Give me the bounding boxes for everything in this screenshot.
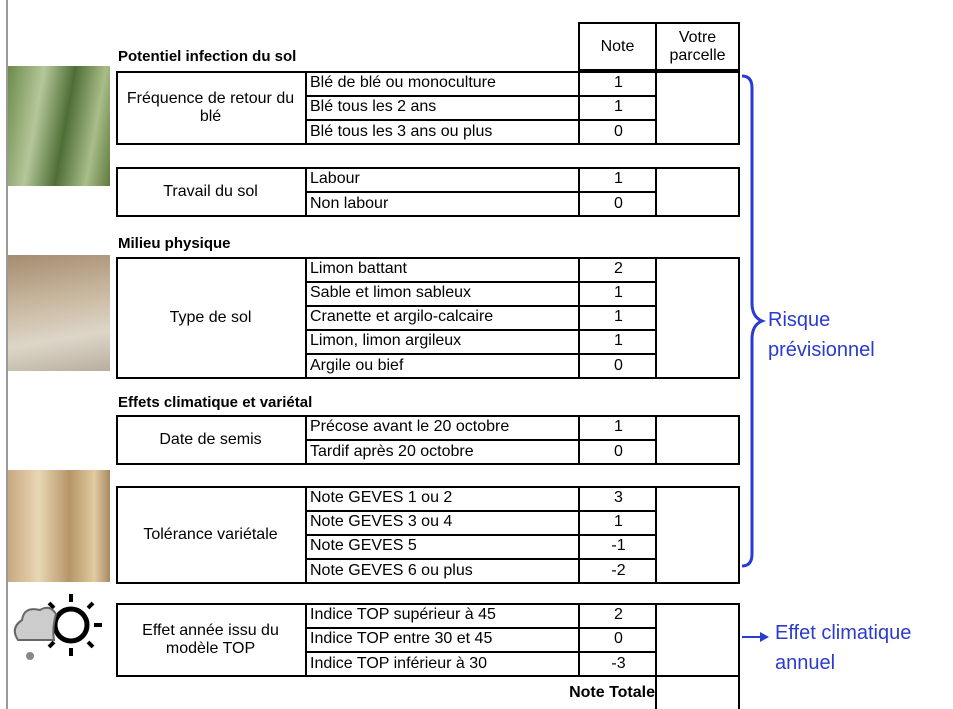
row-note: 0	[578, 439, 657, 465]
row-label: Note GEVES 5	[307, 534, 578, 560]
note-header: Note	[600, 37, 635, 55]
row-label: Note GEVES 6 ou plus	[310, 562, 473, 579]
section-title: Milieu physique	[118, 235, 231, 252]
group-box	[116, 486, 740, 584]
section-title: Effets climatique et variétal	[118, 394, 313, 411]
group-label: Type de sol	[116, 257, 307, 379]
group-box	[116, 603, 740, 677]
row-label: Indice TOP supérieur à 45	[307, 603, 578, 629]
risk-label: Risque prévisionnel	[768, 309, 875, 361]
row-label: Limon, limon argileux	[307, 329, 578, 355]
row-note: 0	[578, 353, 657, 379]
row-label: Blé de blé ou monoculture	[307, 71, 578, 97]
group-label: Tolérance variétale	[116, 486, 307, 584]
row-label: Labour	[307, 167, 578, 193]
votre-cell	[655, 71, 657, 145]
group-box	[116, 415, 740, 465]
group-label: Effet année issu du modèle TOP	[116, 603, 307, 677]
row-note: -3	[578, 651, 657, 677]
row-note: 2	[578, 257, 657, 283]
row-note: 0	[578, 191, 657, 217]
grass-photo	[8, 66, 110, 186]
votre-header-box	[655, 22, 740, 71]
row-note: 0	[578, 119, 657, 145]
row-label: Tardif après 20 octobre	[310, 443, 474, 460]
total-label: Note Totale	[569, 684, 655, 701]
row-note: 1	[578, 329, 657, 355]
row-label: Précose avant le 20 octobre	[307, 415, 578, 441]
row-label: Cranette et argilo-calcaire	[307, 305, 578, 331]
group-label: Fréquence de retour du blé	[116, 71, 307, 145]
row-note: 1	[578, 510, 657, 536]
row-label: Note GEVES 1 ou 2	[307, 486, 578, 512]
section-title: Potentiel infection du sol	[118, 48, 297, 65]
row-label: Indice TOP entre 30 et 45	[307, 627, 578, 653]
left-rule	[6, 0, 8, 709]
row-note: 1	[578, 71, 657, 97]
brace-arrow	[741, 74, 769, 642]
votre-cell	[655, 603, 657, 677]
row-note: 1	[578, 415, 657, 441]
row-note: 1	[578, 305, 657, 331]
row-note: -1	[578, 534, 657, 560]
group-label: Date de semis	[116, 415, 307, 465]
row-label: Blé tous les 2 ans	[307, 95, 578, 121]
wheat-photo	[8, 470, 110, 582]
group-box	[116, 71, 740, 145]
group-box	[116, 167, 740, 217]
row-label: Blé tous les 3 ans ou plus	[310, 123, 493, 140]
row-label: Indice TOP inférieur à 30	[310, 655, 487, 672]
row-note: 3	[578, 486, 657, 512]
row-note: 0	[578, 627, 657, 653]
row-note: 1	[578, 281, 657, 307]
row-note: 1	[578, 95, 657, 121]
row-label: Sable et limon sableux	[307, 281, 578, 307]
row-label: Note GEVES 3 ou 4	[307, 510, 578, 536]
soil-photo	[8, 255, 110, 371]
weather-icon	[13, 594, 102, 660]
row-label: Argile ou bief	[310, 357, 404, 374]
group-label: Travail du sol	[116, 167, 307, 217]
annual-label: Effet climatique annuel	[775, 622, 912, 674]
group-box	[116, 257, 740, 379]
row-note: -2	[578, 558, 657, 584]
votre-cell	[655, 257, 657, 379]
row-label: Limon battant	[307, 257, 578, 283]
row-label: Non labour	[310, 195, 389, 212]
total-rule	[738, 675, 740, 709]
total-rule	[655, 675, 657, 709]
row-note: 1	[578, 167, 657, 193]
row-note: 2	[578, 603, 657, 629]
votre-header: Votre parcelle	[669, 28, 726, 64]
